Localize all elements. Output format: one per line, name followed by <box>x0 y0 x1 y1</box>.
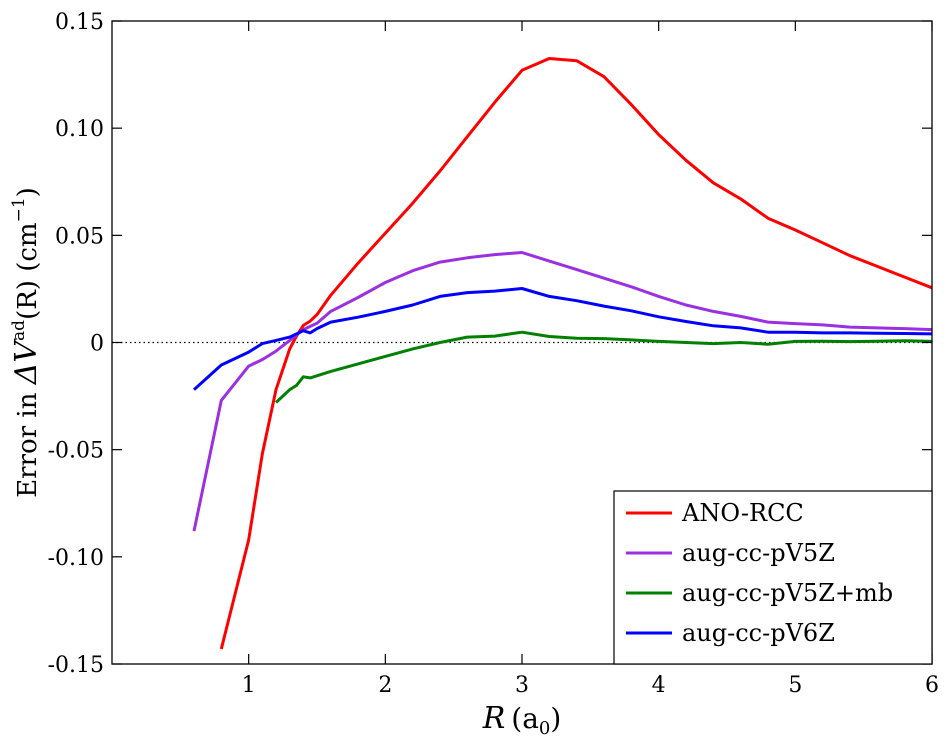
y-axis-label-close: ) <box>13 187 43 197</box>
y-tick-label: 0.10 <box>55 117 104 142</box>
x-tick-label: 6 <box>925 673 939 698</box>
y-tick-label: 0.15 <box>55 10 104 35</box>
legend-box <box>613 490 933 665</box>
y-axis-label-delta: ΔV <box>9 338 44 386</box>
x-tick-label: 1 <box>242 673 256 698</box>
y-tick-label: 0 <box>90 332 104 357</box>
y-axis-label: Error in ΔVad(R) (cm−1) <box>9 187 44 498</box>
legend-label: aug-cc-pV5Z <box>682 539 835 567</box>
x-tick-label: 3 <box>515 673 529 698</box>
series-line-aug-cc-pv6z <box>192 287 933 391</box>
y-axis-label-exp: −1 <box>9 197 29 222</box>
legend-label: aug-cc-pV6Z <box>682 619 835 647</box>
y-tick-label: -0.10 <box>48 546 104 571</box>
tick-layer: 1 2 3 4 5 6 -0.15 -0.10 -0.05 0 0.05 0.10 0.15 <box>48 10 939 698</box>
y-axis-label-prefix: Error in <box>13 384 43 498</box>
y-axis-label-sup: ad <box>9 320 29 341</box>
x-tick-label: 5 <box>788 673 802 698</box>
x-axis-label-var: R <box>482 701 506 736</box>
x-tick-label: 2 <box>378 673 392 698</box>
y-tick-label: -0.15 <box>48 653 104 678</box>
legend-label: aug-cc-pV5Z+mb <box>682 579 893 607</box>
y-tick-label: 0.05 <box>55 224 104 249</box>
x-axis-label: R (a0) <box>482 701 562 739</box>
x-tick-label: 4 <box>652 673 666 698</box>
x-axis-label-close: ) <box>550 702 561 735</box>
legend: ANO-RCC aug-cc-pV5Z aug-cc-pV5Z+mb aug-cc-p… <box>613 490 933 665</box>
x-axis-label-sub: 0 <box>539 718 550 739</box>
series-line-aug-cc-pv5z-mb <box>274 330 933 404</box>
series-layer <box>192 57 933 650</box>
y-axis-label-arg: (R) (cm <box>13 222 43 320</box>
legend-label: ANO-RCC <box>681 499 804 527</box>
y-tick-label: -0.05 <box>48 439 104 464</box>
legend-entries: ANO-RCC aug-cc-pV5Z aug-cc-pV5Z+mb aug-cc-p… <box>626 499 893 647</box>
x-axis-label-unit: (a <box>511 702 539 735</box>
series-line-aug-cc-pv5z <box>192 251 933 532</box>
